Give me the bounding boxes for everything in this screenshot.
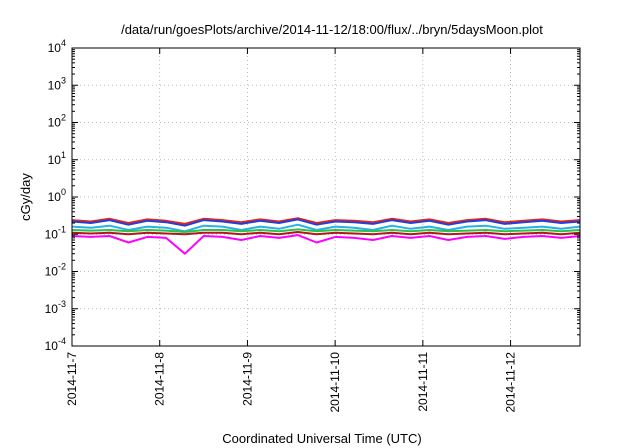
chart-title: /data/run/goesPlots/archive/2014-11-12/1…: [121, 22, 543, 37]
series-group: [71, 217, 581, 255]
y-tick-exponent: 3: [61, 75, 66, 85]
grid-lines: [72, 48, 580, 346]
y-tick-exponent: 0: [61, 187, 66, 197]
y-tick-base: 10: [45, 339, 59, 353]
y-tick-exponent: -4: [58, 336, 66, 346]
y-tick-label: 103: [48, 75, 66, 92]
y-tick-label: 10-1: [45, 224, 66, 241]
series-line-4: [71, 228, 581, 233]
series-line-5: [71, 231, 581, 236]
y-tick-base: 10: [48, 116, 62, 130]
x-tick-label: 2014-11-7: [65, 352, 79, 406]
x-tick-label: 2014-11-12: [504, 352, 518, 413]
y-tick-label: 10-4: [45, 336, 66, 353]
series-line-2: [71, 218, 581, 227]
x-axis-label: Coordinated Universal Time (UTC): [222, 431, 421, 446]
y-tick-base: 10: [48, 153, 62, 167]
y-tick-label: 101: [48, 150, 66, 167]
y-tick-label: 104: [48, 38, 66, 55]
x-tick-label: 2014-11-9: [240, 352, 254, 406]
y-tick-base: 10: [48, 78, 62, 92]
y-tick-label: 10-2: [45, 262, 66, 279]
y-tick-base: 10: [48, 190, 62, 204]
y-tick-exponent: 4: [61, 38, 66, 48]
y-tick-exponent: -1: [58, 224, 66, 234]
x-axis-ticks: 2014-11-7 2014-11-8 2014-11-9 2014-11-10 201…: [65, 48, 518, 413]
y-tick-label: 100: [48, 187, 66, 204]
y-tick-exponent: 2: [61, 113, 66, 123]
y-tick-label: 102: [48, 113, 66, 130]
y-tick-base: 10: [48, 41, 62, 55]
y-tick-base: 10: [45, 265, 59, 279]
series-line-1: [71, 217, 581, 225]
x-tick-label: 2014-11-10: [328, 352, 342, 413]
y-tick-exponent: -3: [58, 299, 66, 309]
x-tick-label: 2014-11-8: [153, 352, 167, 406]
y-tick-base: 10: [45, 302, 59, 316]
y-axis-label: cGy/day: [18, 173, 33, 221]
series-line-6: [71, 234, 581, 255]
y-tick-label: 10-3: [45, 299, 66, 316]
y-tick-exponent: 1: [61, 150, 66, 160]
y-tick-base: 10: [45, 227, 59, 241]
y-tick-exponent: -2: [58, 262, 66, 272]
series-line-3: [71, 223, 581, 233]
x-tick-label: 2014-11-11: [416, 352, 430, 412]
